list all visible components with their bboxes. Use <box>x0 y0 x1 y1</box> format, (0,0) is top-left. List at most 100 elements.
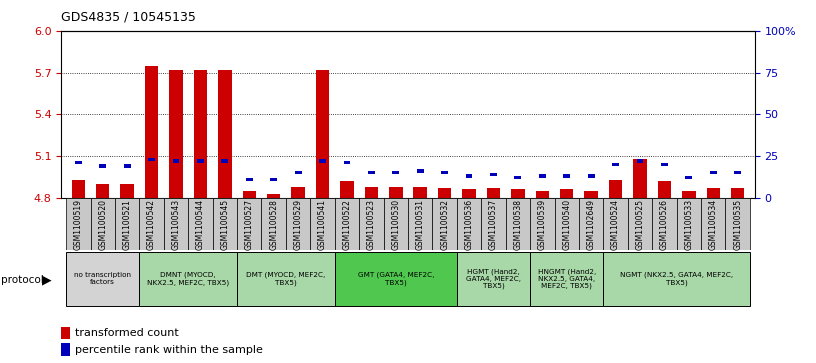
Bar <box>61 343 70 356</box>
Bar <box>588 174 595 178</box>
Text: GSM1102649: GSM1102649 <box>587 199 596 250</box>
Text: percentile rank within the sample: percentile rank within the sample <box>75 344 263 355</box>
Bar <box>514 176 521 179</box>
Text: GSM1100525: GSM1100525 <box>636 199 645 250</box>
Bar <box>121 184 134 198</box>
Text: no transcription
factors: no transcription factors <box>74 272 131 285</box>
Bar <box>344 161 350 164</box>
Text: GSM1100527: GSM1100527 <box>245 199 254 250</box>
Bar <box>335 198 359 250</box>
Text: GSM1100544: GSM1100544 <box>196 199 205 250</box>
Bar <box>389 187 402 198</box>
Bar <box>530 252 603 306</box>
Text: GSM1100528: GSM1100528 <box>269 199 278 250</box>
Bar <box>335 252 457 306</box>
Bar <box>438 188 451 198</box>
Bar <box>432 198 457 250</box>
Bar <box>197 159 204 163</box>
Text: GDS4835 / 10545135: GDS4835 / 10545135 <box>61 11 196 24</box>
Bar <box>463 189 476 198</box>
Bar <box>246 178 253 181</box>
Bar <box>628 198 652 250</box>
Bar <box>384 198 408 250</box>
Bar <box>530 198 555 250</box>
Text: GSM1100522: GSM1100522 <box>343 199 352 250</box>
Bar <box>457 252 530 306</box>
Bar <box>734 171 741 175</box>
Text: GSM1100537: GSM1100537 <box>489 199 498 250</box>
Text: GSM1100535: GSM1100535 <box>734 199 743 250</box>
Text: GSM1100539: GSM1100539 <box>538 199 547 250</box>
Bar <box>66 198 91 250</box>
Bar <box>91 198 115 250</box>
Text: protocol: protocol <box>1 274 43 285</box>
Bar <box>612 163 619 166</box>
Bar <box>145 66 158 198</box>
Bar <box>310 198 335 250</box>
Text: HGMT (Hand2,
GATA4, MEF2C,
TBX5): HGMT (Hand2, GATA4, MEF2C, TBX5) <box>466 268 521 289</box>
Bar <box>218 70 232 198</box>
Bar <box>368 171 375 175</box>
Bar <box>417 169 424 173</box>
Bar <box>535 191 549 198</box>
Text: GSM1100538: GSM1100538 <box>513 199 522 250</box>
Bar <box>636 159 644 163</box>
Bar <box>609 180 623 198</box>
Bar <box>316 70 329 198</box>
Bar <box>340 181 353 198</box>
Bar <box>291 187 305 198</box>
Bar <box>295 171 302 175</box>
Text: DMNT (MYOCD,
NKX2.5, MEF2C, TBX5): DMNT (MYOCD, NKX2.5, MEF2C, TBX5) <box>147 272 229 286</box>
Bar <box>66 252 140 306</box>
Bar <box>658 181 671 198</box>
Bar <box>115 198 140 250</box>
Bar <box>707 188 720 198</box>
Bar <box>710 171 716 175</box>
Bar <box>392 171 399 175</box>
Bar <box>414 187 427 198</box>
Bar <box>487 188 500 198</box>
Text: GSM1100521: GSM1100521 <box>122 199 131 250</box>
Bar <box>563 174 570 178</box>
Text: DMT (MYOCD, MEF2C,
TBX5): DMT (MYOCD, MEF2C, TBX5) <box>246 272 326 286</box>
Bar <box>267 193 281 198</box>
Bar <box>188 198 213 250</box>
Text: GSM1100520: GSM1100520 <box>98 199 107 250</box>
Bar <box>457 198 481 250</box>
Text: ▶: ▶ <box>42 273 52 286</box>
Bar <box>490 173 497 176</box>
Text: GSM1100540: GSM1100540 <box>562 199 571 250</box>
Bar <box>96 184 109 198</box>
Bar <box>169 70 183 198</box>
Bar <box>481 198 506 250</box>
Text: GSM1100534: GSM1100534 <box>709 199 718 250</box>
Text: GSM1100519: GSM1100519 <box>73 199 82 250</box>
Bar <box>61 327 70 339</box>
Text: HNGMT (Hand2,
NKX2.5, GATA4,
MEF2C, TBX5): HNGMT (Hand2, NKX2.5, GATA4, MEF2C, TBX5… <box>538 268 596 289</box>
Bar <box>584 191 598 198</box>
Bar <box>633 159 647 198</box>
Bar <box>441 171 448 175</box>
Bar <box>221 159 228 163</box>
Bar <box>319 159 326 163</box>
Bar <box>685 176 692 179</box>
Bar <box>72 180 85 198</box>
Bar <box>261 198 286 250</box>
Text: NGMT (NKX2.5, GATA4, MEF2C,
TBX5): NGMT (NKX2.5, GATA4, MEF2C, TBX5) <box>620 272 734 286</box>
Bar <box>100 164 106 168</box>
Bar <box>408 198 432 250</box>
Bar <box>237 198 261 250</box>
Bar <box>511 189 525 198</box>
Text: GSM1100536: GSM1100536 <box>464 199 473 250</box>
Bar <box>560 189 574 198</box>
Bar <box>149 158 155 161</box>
Text: GSM1100523: GSM1100523 <box>367 199 376 250</box>
Bar <box>286 198 310 250</box>
Text: GSM1100530: GSM1100530 <box>392 199 401 250</box>
Bar <box>213 198 237 250</box>
Bar <box>140 252 237 306</box>
Bar <box>75 161 82 164</box>
Bar <box>124 164 131 168</box>
Text: GSM1100524: GSM1100524 <box>611 199 620 250</box>
Bar <box>164 198 188 250</box>
